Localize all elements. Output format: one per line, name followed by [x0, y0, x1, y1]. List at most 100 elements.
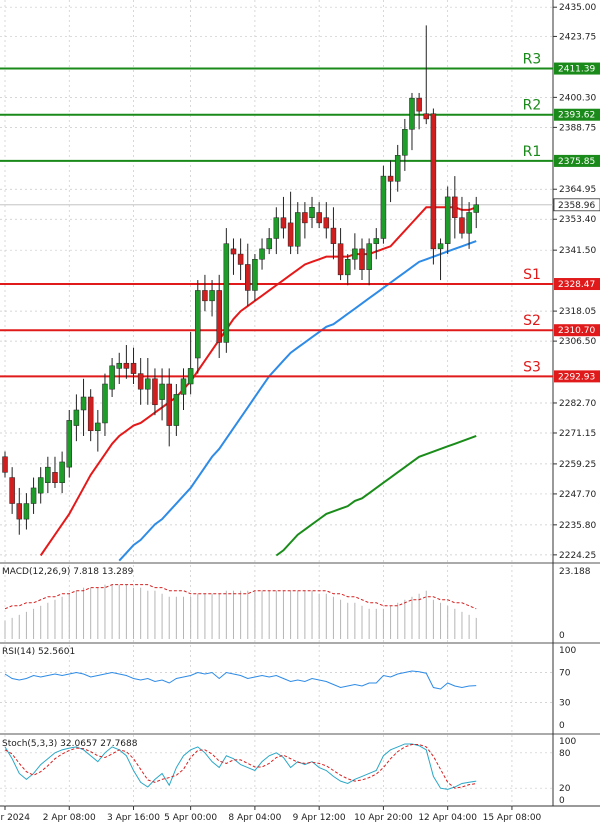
candle-body	[73, 409, 80, 426]
candle-body	[387, 175, 394, 182]
rsi-line	[4, 670, 477, 690]
candle-body	[352, 248, 358, 260]
candle-body	[16, 503, 23, 520]
time-tick-label: 10 Apr 20:00	[354, 813, 413, 823]
candle-body	[280, 217, 287, 229]
candle-body	[230, 248, 237, 255]
time-tick-label: 5 Apr 00:00	[164, 813, 217, 823]
candle-body	[323, 217, 330, 229]
candle-body	[102, 383, 108, 424]
macd-label: MACD(12,26,9) 7.818 13.289	[2, 567, 134, 577]
macd-tick-label: 0	[559, 631, 565, 641]
candle-body	[173, 394, 180, 426]
candle-body	[202, 290, 208, 302]
candle-body	[30, 487, 37, 504]
price-tick-label: 2306.50	[559, 337, 596, 347]
price-tick-label: 2271.15	[559, 429, 596, 439]
rsi-tick-label: 30	[559, 699, 571, 709]
candle-body	[80, 396, 87, 411]
candle-body	[223, 243, 230, 343]
level-name-r2: R2	[523, 98, 542, 114]
candle-body	[37, 477, 44, 494]
candle-body	[9, 477, 15, 504]
candle-body	[187, 368, 194, 385]
price-tick-label: 2435.00	[559, 3, 596, 13]
price-tick-label: 2400.30	[559, 93, 596, 103]
last-price-label: 2358.96	[558, 201, 595, 211]
candle-body	[430, 113, 437, 250]
candle-body	[366, 243, 372, 270]
candle-body	[302, 212, 308, 224]
stoch-d-line	[4, 744, 477, 789]
stoch-tick-label: 20	[559, 784, 571, 794]
macd-tick-label: 23.188	[559, 567, 591, 577]
candle-body	[423, 113, 430, 120]
candle-body	[180, 378, 187, 395]
level-price-label: 2411.39	[558, 65, 595, 75]
level-price-label: 2328.47	[558, 280, 595, 290]
rsi-tick-label: 100	[559, 646, 576, 656]
last-price-tag	[553, 198, 600, 212]
time-tick-label: 2 Apr 08:00	[43, 813, 96, 823]
candle-body	[394, 155, 401, 182]
candle-body	[195, 290, 201, 359]
candle-body	[237, 253, 244, 265]
candle-body	[380, 175, 387, 239]
level-price-tag	[554, 62, 600, 75]
candle-body	[344, 259, 351, 276]
candle-body	[316, 212, 322, 224]
candle-body	[2, 456, 8, 473]
candle-body	[459, 217, 465, 234]
level-price-tag	[554, 154, 600, 167]
level-name-s3: S3	[523, 359, 541, 375]
level-price-tag	[554, 370, 600, 383]
candle-body	[130, 362, 137, 374]
candle-body	[337, 243, 344, 276]
candle-body	[330, 227, 337, 244]
candle-body	[23, 503, 30, 520]
candle-body	[473, 204, 479, 213]
level-name-s2: S2	[523, 313, 541, 329]
rsi-tick-label: 0	[559, 721, 565, 731]
candle-body	[123, 362, 130, 369]
level-price-label: 2292.93	[558, 372, 595, 382]
time-tick-label: 8 Apr 04:00	[228, 813, 281, 823]
candle-body	[437, 243, 444, 250]
time-tick-label: 3 Apr 16:00	[107, 813, 160, 823]
candle-body	[245, 264, 251, 291]
candle-body	[309, 207, 315, 218]
stoch-tick-label: 100	[559, 737, 576, 747]
moving-average-line	[275, 435, 477, 557]
level-name-r1: R1	[523, 144, 542, 160]
price-tick-label: 2364.95	[559, 185, 596, 195]
level-name-r3: R3	[523, 52, 542, 68]
level-price-label: 2375.85	[558, 157, 595, 167]
moving-average-line	[118, 240, 477, 562]
candle-body	[66, 420, 73, 468]
candle-body	[95, 422, 101, 432]
candle-body	[359, 248, 365, 270]
candle-body	[87, 396, 94, 432]
candle-body	[137, 373, 144, 390]
candle-body	[159, 383, 165, 400]
level-price-tag	[554, 324, 600, 337]
price-tick-label: 2353.40	[559, 215, 596, 225]
price-tick-label: 2282.70	[559, 399, 596, 409]
candle-body	[416, 97, 422, 112]
candle-body	[294, 212, 301, 247]
candle-body	[145, 378, 151, 390]
stoch-tick-label: 80	[559, 749, 571, 759]
candle-body	[216, 290, 222, 343]
price-tick-label: 2247.70	[559, 490, 596, 500]
macd-signal-line	[4, 584, 477, 610]
candle-body	[259, 248, 265, 260]
time-tick-label: 12 Apr 04:00	[418, 813, 477, 823]
candle-body	[59, 461, 65, 483]
candle-body	[266, 238, 272, 250]
time-tick-label: 15 Apr 08:00	[483, 813, 542, 823]
candle-body	[116, 362, 122, 369]
level-name-s1: S1	[523, 267, 541, 283]
level-price-tag	[554, 278, 600, 291]
price-tick-label: 2224.25	[559, 551, 596, 561]
